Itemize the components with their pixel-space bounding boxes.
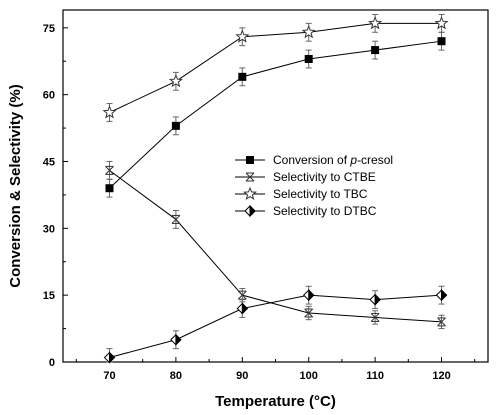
data-point <box>304 55 313 64</box>
series-line <box>109 170 442 323</box>
x-tick-label: 100 <box>300 370 318 382</box>
y-tick-label: 45 <box>43 156 55 168</box>
x-tick-label: 90 <box>236 370 248 382</box>
data-point <box>105 184 114 193</box>
data-point <box>370 312 380 322</box>
series-line <box>109 40 442 189</box>
data-point <box>437 317 446 327</box>
x-tick-label: 120 <box>432 370 450 382</box>
legend-item: Conversion of p-cresol <box>235 153 393 167</box>
data-point <box>171 214 181 224</box>
series-3 <box>103 285 448 364</box>
plot-frame <box>62 9 489 363</box>
legend-marker <box>242 186 258 200</box>
x-axis-title: Temperature (°C) <box>215 393 336 410</box>
series-layer <box>102 13 449 364</box>
data-point <box>369 293 381 306</box>
x-tick-label: 80 <box>170 370 182 382</box>
y-tick-label: 15 <box>43 290 55 302</box>
data-point <box>171 121 180 130</box>
legend-item: Selectivity to TBC <box>235 186 368 201</box>
data-point <box>371 46 380 55</box>
x-axis: 70 80 90 100 110 120 <box>75 357 476 382</box>
data-point <box>102 105 117 119</box>
legend-label: Selectivity to TBC <box>273 187 368 201</box>
legend: Conversion of p-cresol Selectivity to CTB… <box>235 153 393 218</box>
plot-border <box>62 9 489 363</box>
legend-label: Selectivity to CTBE <box>273 170 376 184</box>
series-line <box>109 294 442 359</box>
series-line <box>109 22 442 113</box>
y-axis-title: Conversion & Selectivity (%) <box>7 84 24 287</box>
data-point <box>302 288 315 302</box>
y-tick-label: 60 <box>43 90 55 102</box>
y-tick-label: 0 <box>49 357 55 369</box>
legend-marker <box>244 204 256 218</box>
x-tick-label: 70 <box>103 370 115 382</box>
legend-item: Selectivity to CTBE <box>235 170 376 184</box>
series-0 <box>105 31 446 198</box>
y-tick-label: 75 <box>43 23 55 35</box>
legend-label: Selectivity to DTBC <box>273 204 377 218</box>
series-2 <box>102 13 449 122</box>
data-point <box>105 165 114 175</box>
y-axis: 0 15 30 45 60 75 <box>43 23 68 369</box>
data-point <box>168 73 183 88</box>
data-point <box>170 333 182 346</box>
data-point <box>103 351 116 364</box>
data-point <box>435 288 448 302</box>
data-point <box>368 16 383 30</box>
data-point <box>301 24 316 39</box>
data-point <box>235 29 250 43</box>
data-point <box>434 16 449 30</box>
legend-item: Selectivity to DTBC <box>235 204 377 218</box>
data-point <box>304 308 314 318</box>
data-point <box>238 72 247 81</box>
data-point <box>236 302 249 315</box>
data-point <box>437 37 446 46</box>
legend-label: Conversion of p-cresol <box>273 153 393 167</box>
legend-marker <box>246 156 254 164</box>
x-tick-label: 110 <box>366 370 384 382</box>
y-tick-label: 30 <box>43 223 55 235</box>
legend-marker <box>245 172 255 182</box>
